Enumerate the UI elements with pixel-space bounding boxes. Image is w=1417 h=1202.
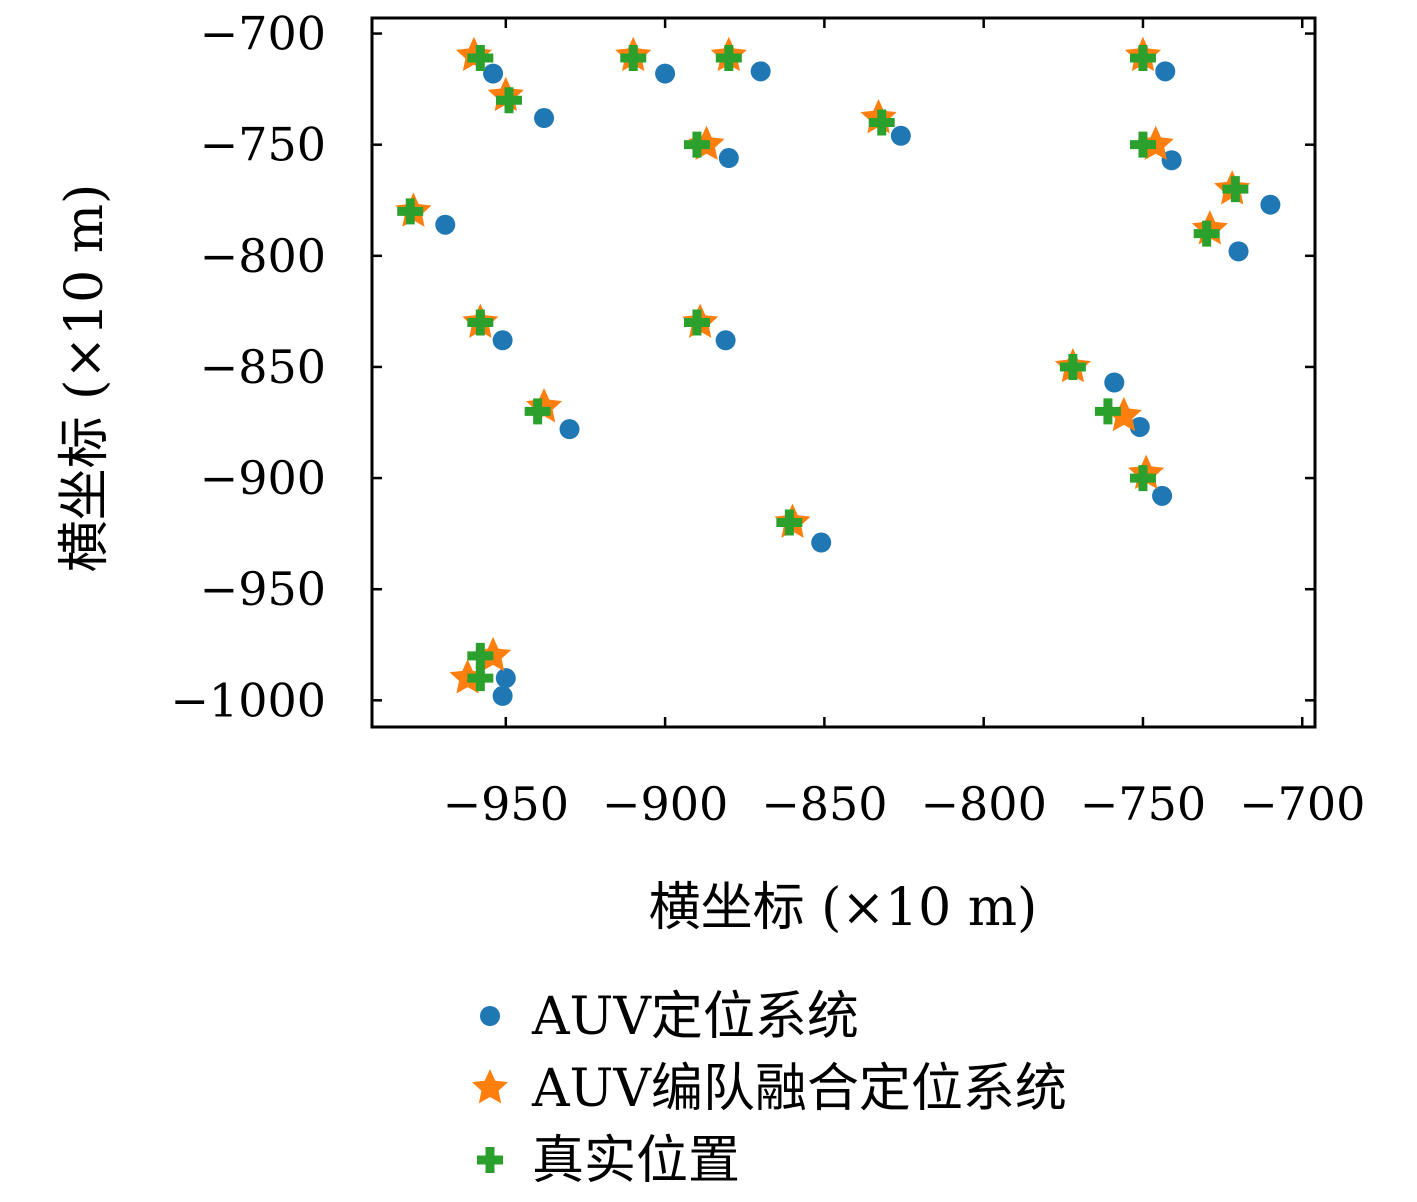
data-point-circle [492,330,513,351]
data-point-circle [559,419,580,440]
series-plus [397,45,1249,692]
data-marks [395,36,1281,706]
x-tick-label: −700 [1239,777,1365,831]
axis-tick-labels: −950 −900 −850 −800 −750 −700 −700 −750 −800 −850… [170,7,1365,831]
data-point-circle [1155,61,1176,82]
data-point-plus [1129,131,1156,158]
y-axis-title: 横坐标 (×10 m) [55,184,115,573]
data-point-circle [495,668,516,689]
data-point-circle [435,214,456,235]
data-point-plus [524,398,551,425]
y-tick-label: −1000 [170,673,326,727]
series-star [395,36,1251,694]
plot-frame [370,16,1317,729]
series-circle [435,61,1281,706]
y-tick-label: −950 [200,562,326,616]
y-tick-label: −800 [200,229,326,283]
y-tick-label: −750 [200,118,326,172]
data-point-circle [655,63,676,84]
data-point-circle [718,148,739,169]
data-point-plus [467,309,494,336]
data-point-circle [1104,372,1125,393]
data-point-plus [776,509,803,536]
data-point-plus [1222,176,1249,203]
y-tick-label: −850 [200,340,326,394]
data-point-circle [890,125,911,146]
data-point-star [1105,396,1142,432]
data-point-circle [1152,485,1173,506]
axis-ticks [372,18,1315,727]
x-axis-title: 横坐标 (×10 m) [649,878,1038,938]
data-point-circle [534,108,555,129]
data-point-plus [1193,220,1220,247]
data-point-plus [868,109,895,136]
legend-marker-circle [480,1006,500,1026]
legend-item: 真实位置 [477,1131,740,1191]
data-point-circle [811,532,832,553]
data-point-circle [1161,150,1182,171]
data-point-circle [483,63,504,84]
data-point-plus [467,642,494,669]
data-point-circle [1129,416,1150,437]
data-point-plus [1129,45,1156,72]
x-tick-label: −900 [602,777,728,831]
data-point-plus [467,45,494,72]
legend-label: 真实位置 [532,1131,740,1191]
x-tick-label: −750 [1080,777,1206,831]
data-point-plus [467,665,494,692]
data-point-plus [683,131,710,158]
legend-item: AUV定位系统 [480,987,859,1047]
data-point-circle [1228,241,1249,262]
data-point-plus [1059,353,1086,380]
data-point-circle [1260,194,1281,215]
legend-marker-plus [477,1147,503,1173]
data-point-plus [495,87,522,114]
legend-label: AUV编队融合定位系统 [531,1059,1067,1119]
x-tick-label: −850 [761,777,887,831]
data-point-plus [397,198,424,225]
data-point-circle [750,61,771,82]
legend-marker-star [471,1069,509,1104]
legend-label: AUV定位系统 [531,987,859,1047]
legend-item: AUV编队融合定位系统 [471,1059,1067,1119]
data-point-plus [1129,465,1156,492]
data-point-circle [715,330,736,351]
data-point-plus [620,45,647,72]
data-point-plus [715,45,742,72]
data-point-plus [1094,398,1121,425]
x-tick-label: −950 [443,777,569,831]
x-tick-label: −800 [921,777,1047,831]
y-tick-label: −700 [200,7,326,61]
data-point-plus [683,309,710,336]
data-point-star [525,387,563,423]
y-tick-label: −900 [200,451,326,505]
data-point-circle [492,685,513,706]
